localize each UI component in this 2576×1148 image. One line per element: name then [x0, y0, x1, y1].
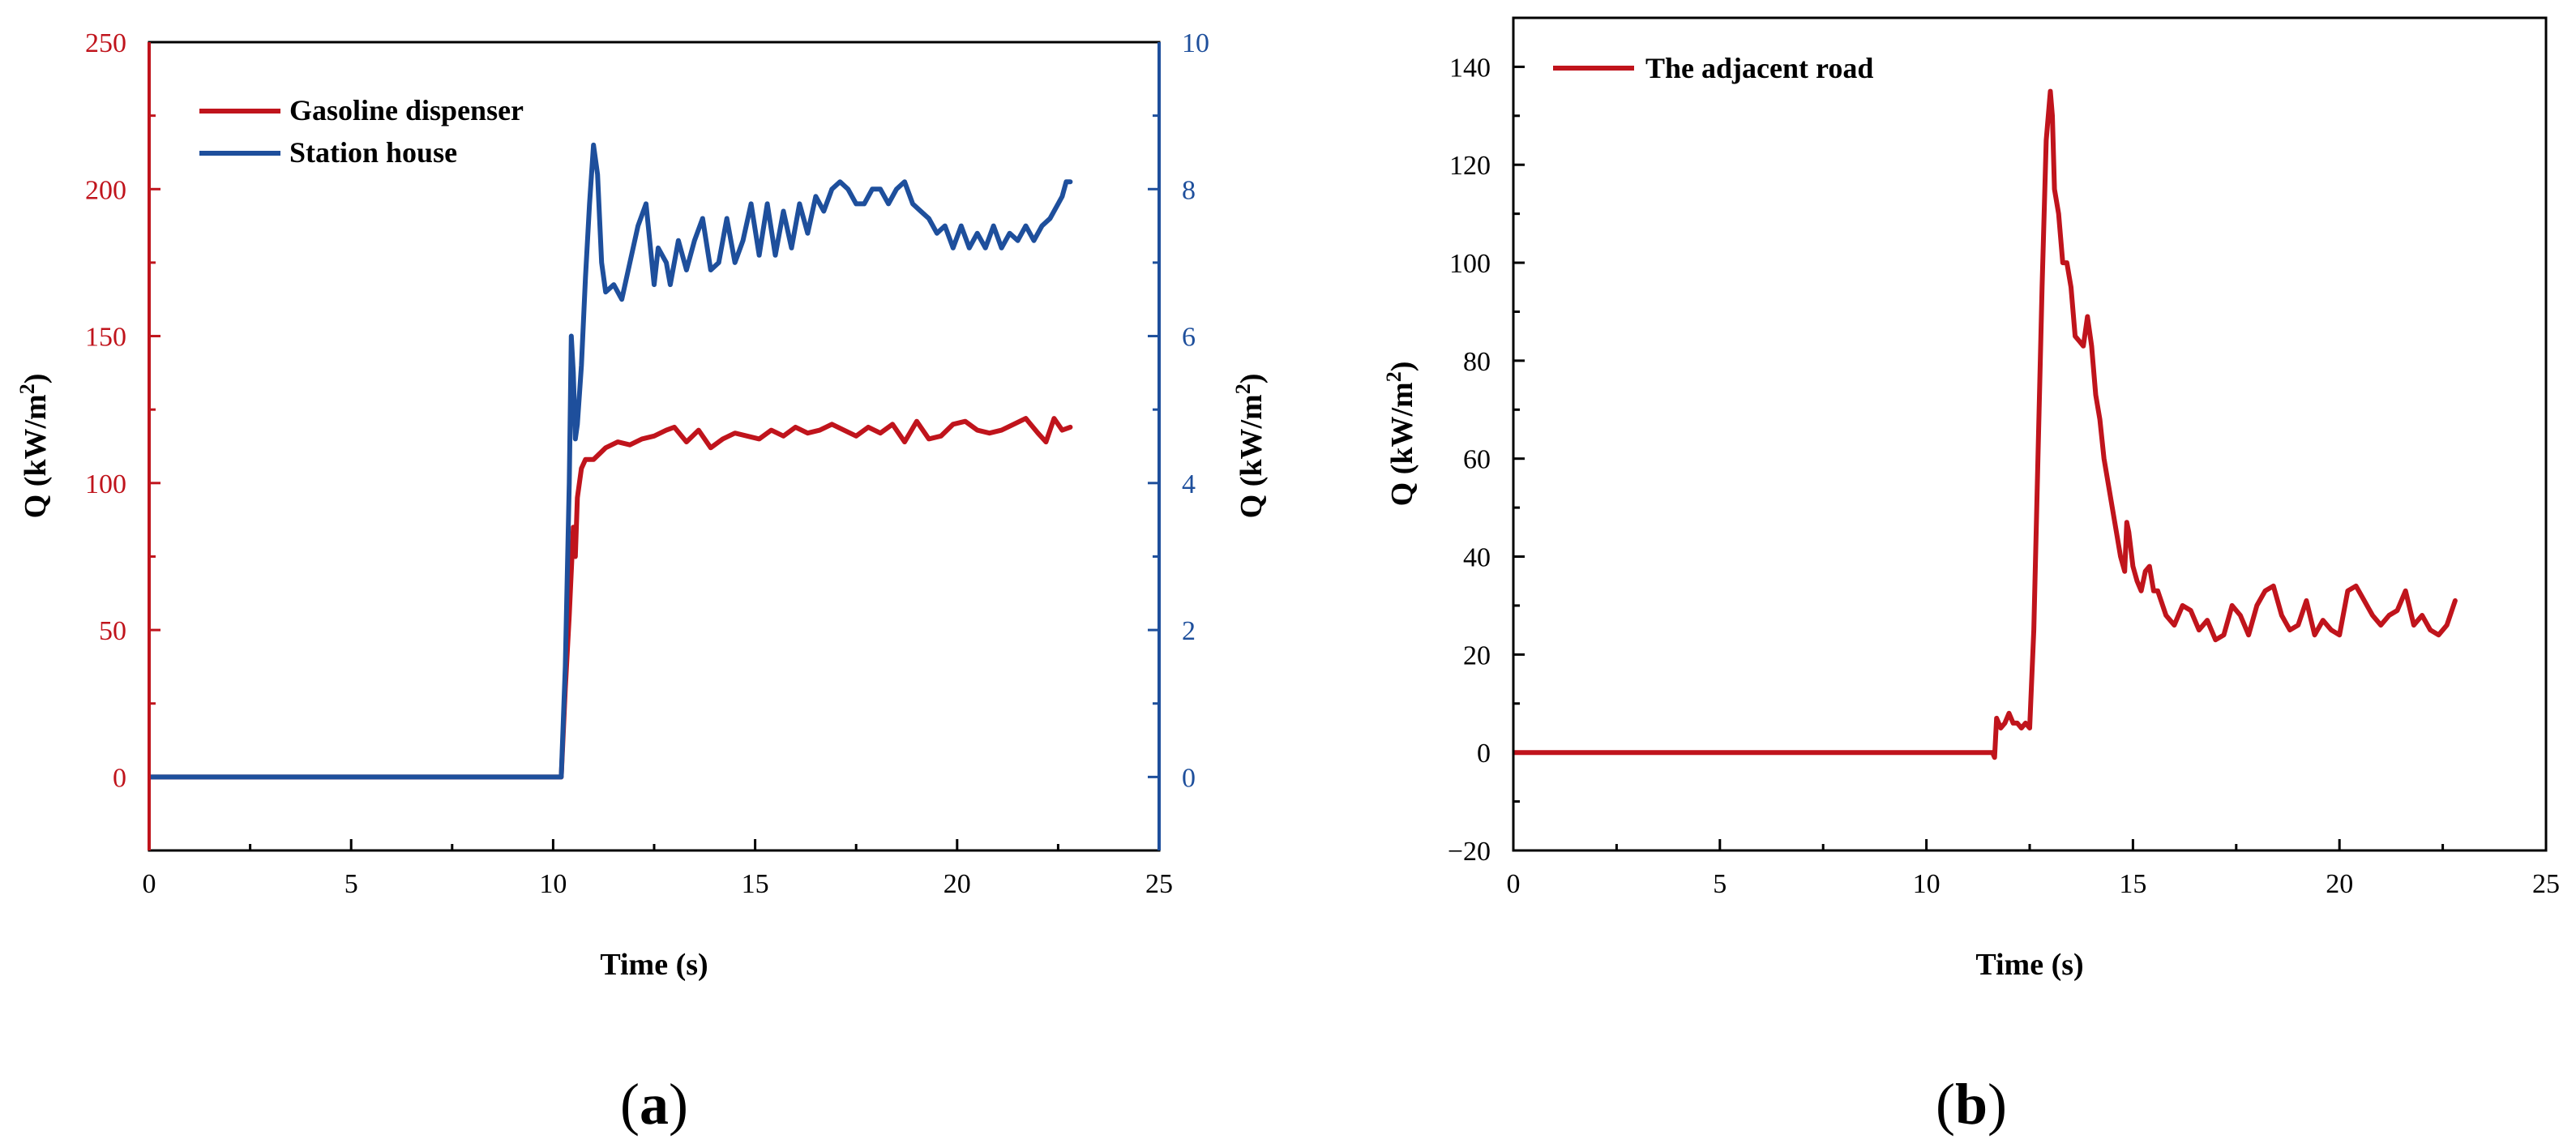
chart-b-x-tick-label: 15: [2119, 869, 2146, 899]
chart-a-x-tick-label: 0: [143, 869, 156, 899]
chart-b-y-tick-label: 80: [1463, 347, 1491, 377]
chart-panel-b: −20 0 20 40 60 80 100 120 140 0 5 10 15 20 25 Time (s…: [1382, 16, 2561, 1137]
series-line-gasoline-dispenser: [149, 416, 1073, 780]
chart-a-legend: Gasoline dispenser Station house: [199, 94, 524, 169]
chart-a-left-tick-labels: 0 50 100 150 200 250: [85, 28, 126, 793]
legend-entry-gasoline-dispenser: Gasoline dispenser: [199, 94, 524, 126]
chart-a-left-tick-label: 150: [85, 323, 126, 353]
legend-entry-station-house: Station house: [199, 136, 457, 169]
panel-label-b: (b): [1936, 1072, 2007, 1137]
chart-a-left-tick-label: 50: [99, 616, 126, 646]
chart-a-left-tick-label: 0: [113, 763, 126, 793]
chart-a-series-group: [149, 142, 1073, 780]
chart-b-y-tick-labels: −20 0 20 40 60 80 100 120 140: [1448, 53, 1491, 867]
chart-a-right-tick-label: 2: [1182, 616, 1196, 646]
chart-b-y-tick-label: 60: [1463, 445, 1491, 475]
chart-b-x-tick-label: 25: [2532, 869, 2560, 899]
chart-b-y-tick-label: 140: [1449, 53, 1491, 83]
chart-a-x-tick-label: 10: [539, 869, 567, 899]
chart-a-x-tick-label: 20: [944, 869, 971, 899]
chart-b-x-tick-labels: 0 5 10 15 20 25: [1507, 869, 2561, 899]
chart-a-x-tick-label: 25: [1145, 869, 1173, 899]
chart-a-right-axis-title: Q (kW/m2): [1231, 374, 1269, 519]
chart-a-x-tick-label: 5: [344, 869, 358, 899]
chart-a-left-tick-label: 100: [85, 469, 126, 499]
panel-label-a: (a): [620, 1072, 688, 1137]
chart-a-right-tick-label: 0: [1182, 763, 1196, 793]
chart-a-left-tick-label: 200: [85, 175, 126, 205]
chart-b-y-tick-label: 40: [1463, 543, 1491, 573]
chart-b-y-axis-title: Q (kW/m2): [1382, 362, 1420, 507]
chart-b-y-tick-label: 120: [1449, 151, 1491, 181]
chart-b-plot-frame: [1512, 16, 2548, 852]
chart-b-x-tick-label: 5: [1713, 869, 1727, 899]
chart-a-right-tick-label: 6: [1182, 323, 1196, 353]
chart-a-right-tick-label: 10: [1182, 28, 1209, 58]
legend-label-station-house: Station house: [289, 136, 457, 169]
chart-a-right-tick-label: 4: [1182, 469, 1196, 499]
legend-label-the-adjacent-road: The adjacent road: [1645, 52, 1873, 84]
chart-a-right-tick-label: 8: [1182, 175, 1196, 205]
chart-b-y-tick-label: 100: [1449, 249, 1491, 279]
chart-a-x-axis-title: Time (s): [600, 948, 708, 982]
chart-b-y-tick-label: 20: [1463, 640, 1491, 670]
chart-b-series-group: [1513, 88, 2458, 760]
legend-label-gasoline-dispenser: Gasoline dispenser: [289, 94, 524, 126]
chart-panel-a: 0 50 100 150 200 250 0 2 4 6 8 10 0 5 10 15 20 25 Time …: [15, 28, 1269, 1137]
chart-a-x-tick-label: 15: [742, 869, 769, 899]
chart-b-legend: The adjacent road: [1553, 52, 1873, 84]
series-line-the-adjacent-road: [1513, 88, 2458, 760]
chart-a-x-tick-labels: 0 5 10 15 20 25: [143, 869, 1174, 899]
chart-a-left-tick-label: 250: [85, 28, 126, 58]
chart-b-x-tick-label: 20: [2326, 869, 2353, 899]
chart-b-y-tick-label: 0: [1477, 739, 1491, 769]
chart-a-left-axis-title: Q (kW/m2): [15, 374, 53, 519]
legend-entry-the-adjacent-road: The adjacent road: [1553, 52, 1873, 84]
chart-a-right-tick-labels: 0 2 4 6 8 10: [1182, 28, 1209, 793]
chart-b-x-tick-label: 0: [1507, 869, 1521, 899]
series-line-station-house: [149, 142, 1073, 780]
chart-b-y-tick-label: −20: [1448, 837, 1491, 867]
chart-b-x-axis-title: Time (s): [1975, 948, 2083, 982]
chart-b-x-tick-label: 10: [1913, 869, 1941, 899]
